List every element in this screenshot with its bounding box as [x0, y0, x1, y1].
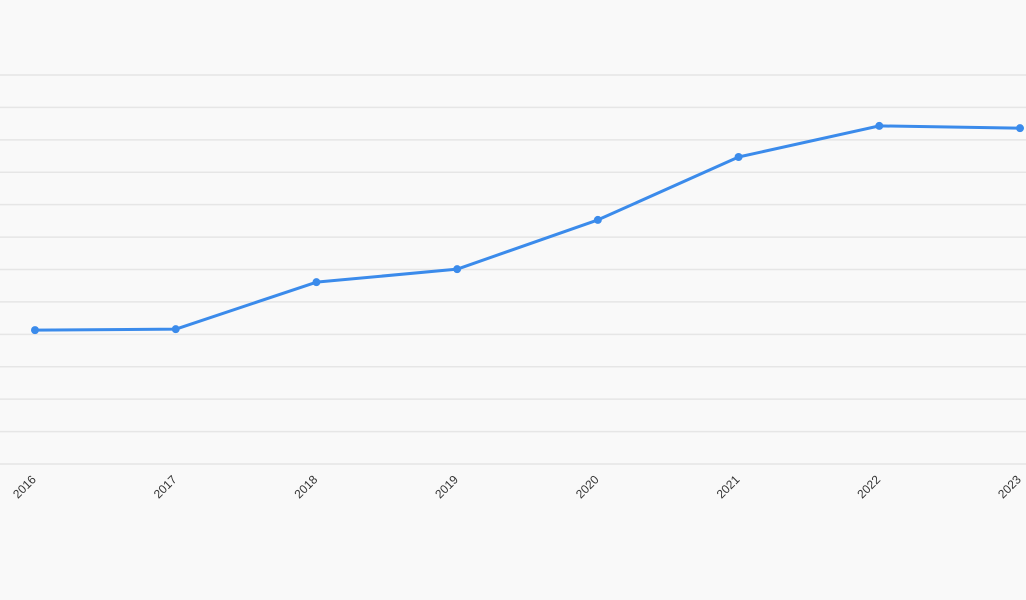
data-point — [734, 153, 743, 162]
x-tick-label: 2022 — [854, 472, 883, 501]
x-tick-label: 2019 — [432, 472, 461, 501]
x-tick-label: 2016 — [10, 472, 39, 501]
data-point — [171, 325, 180, 334]
data-point — [453, 265, 462, 274]
x-tick-label: 2020 — [573, 472, 602, 501]
data-point — [1016, 124, 1024, 133]
data-line — [34, 124, 1021, 332]
x-tick-label: 2017 — [151, 472, 180, 501]
data-point — [593, 215, 602, 224]
x-tick-label: 2021 — [714, 472, 743, 501]
x-tick-label: 2018 — [292, 472, 321, 501]
data-point — [875, 121, 884, 130]
data-point — [312, 278, 321, 287]
data-point — [31, 326, 39, 335]
x-tick-label: 2023 — [995, 472, 1024, 501]
